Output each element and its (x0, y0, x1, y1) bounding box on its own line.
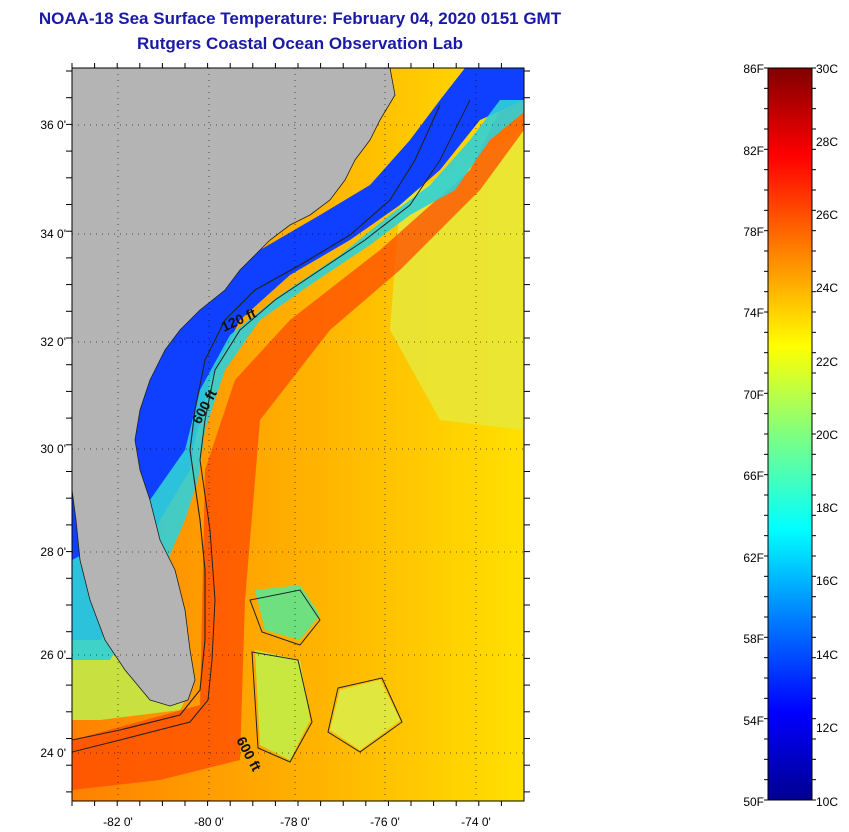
map-graticule (72, 68, 524, 801)
colorbar-ticks (764, 67, 816, 801)
colorbar-celsius-labels: 30C 28C 26C 24C 22C 20C 18C 16C 14C 12C … (816, 62, 838, 809)
lon-label: -80 0' (194, 815, 224, 829)
great-bahama-bank (255, 650, 310, 760)
colorbar-f-label: 86F (743, 62, 764, 76)
lat-label: 24 0' (40, 746, 66, 760)
colorbar-c-label: 10C (816, 795, 838, 809)
colorbar-f-label: 74F (743, 306, 764, 320)
gulf-stream (72, 95, 524, 790)
map-title: NOAA-18 Sea Surface Temperature: Februar… (38, 9, 562, 28)
sst-map (72, 68, 524, 801)
map-subtitle: Rutgers Coastal Ocean Observation Lab (137, 34, 463, 53)
lat-label: 34 0' (40, 227, 66, 241)
little-bahama-bank (255, 585, 320, 640)
colorbar-c-label: 26C (816, 208, 838, 222)
contour-600ft (72, 99, 471, 753)
colorbar-c-label: 24C (816, 281, 838, 295)
shelf-transition-band (72, 100, 524, 660)
colorbar-f-label: 66F (743, 469, 764, 483)
lon-label: -76 0' (370, 815, 400, 829)
lon-label: -82 0' (103, 815, 133, 829)
lat-label: 28 0' (40, 545, 66, 559)
bahama-bank-east (330, 680, 400, 750)
colorbar-c-label: 28C (816, 135, 838, 149)
colorbar-fahrenheit-labels: 86F 82F 78F 74F 70F 66F 62F 58F 54F 50F (743, 62, 764, 809)
colorbar-f-label: 78F (743, 225, 764, 239)
map-ticks (66, 63, 530, 806)
lat-label: 26 0' (40, 648, 66, 662)
colorbar-f-label: 62F (743, 551, 764, 565)
colorbar-f-label: 54F (743, 714, 764, 728)
lat-label: 30 0' (40, 442, 66, 456)
colorbar-f-label: 82F (743, 144, 764, 158)
lat-label: 32 0' (40, 335, 66, 349)
colorbar-c-label: 12C (816, 721, 838, 735)
lon-label: -74 0' (461, 815, 491, 829)
colorbar-f-label: 70F (743, 388, 764, 402)
colorbar-c-label: 16C (816, 574, 838, 588)
colorbar-c-label: 14C (816, 648, 838, 662)
colorbar-f-label: 58F (743, 632, 764, 646)
bahamas-contours (249, 589, 403, 763)
colorbar-c-label: 20C (816, 428, 838, 442)
lon-label: -78 0' (280, 815, 310, 829)
colorbar-c-label: 30C (816, 62, 838, 76)
land-mass (72, 68, 396, 707)
colorbar-c-label: 18C (816, 501, 838, 515)
colorbar-c-label: 22C (816, 355, 838, 369)
colorbar (767, 67, 813, 801)
lat-label: 36 0' (40, 118, 66, 132)
contour-120ft (72, 104, 441, 741)
colorbar-f-label: 50F (743, 795, 764, 809)
